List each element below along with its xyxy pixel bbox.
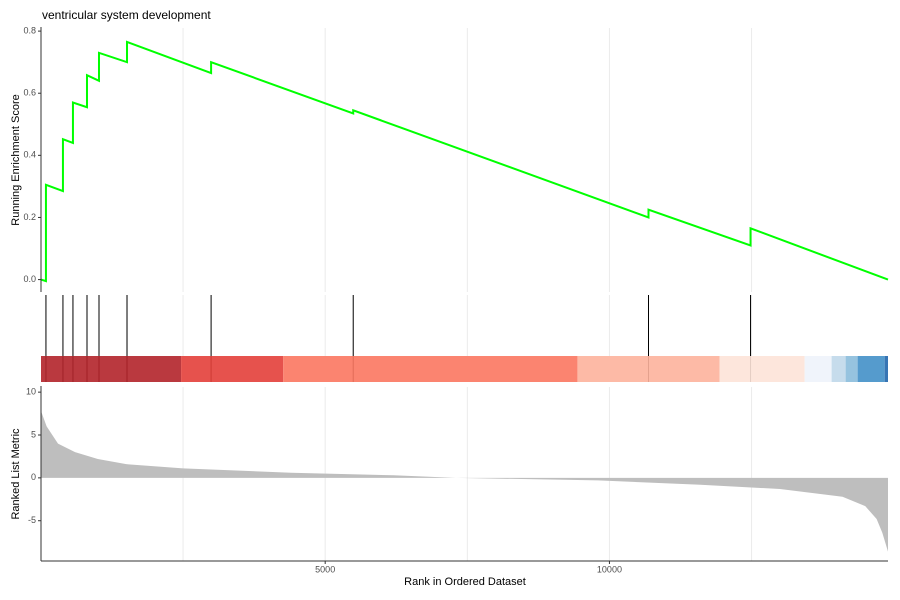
x-tick-label: 5000 xyxy=(315,564,335,574)
color-bin xyxy=(283,356,578,382)
y-tick-label: 0.2 xyxy=(23,212,36,222)
x-axis-label: Rank in Ordered Dataset xyxy=(404,576,526,588)
color-bin xyxy=(884,356,888,382)
color-bin xyxy=(831,356,846,382)
color-bin xyxy=(719,356,805,382)
y-tick-label: 0 xyxy=(31,472,36,482)
y-tick-label: -5 xyxy=(28,515,36,525)
metric-area xyxy=(41,411,888,552)
color-bin xyxy=(181,356,284,382)
y-tick-label: 0.0 xyxy=(23,274,36,284)
y-axis-label: Running Enrichment Score xyxy=(10,94,22,225)
y-tick-label: 5 xyxy=(31,429,36,439)
color-bin xyxy=(804,356,832,382)
y-tick-label: 0.8 xyxy=(23,25,36,35)
y-tick-label: 0.6 xyxy=(23,88,36,98)
color-bin xyxy=(41,356,182,382)
color-bin xyxy=(845,356,858,382)
color-bin xyxy=(577,356,720,382)
color-bin xyxy=(857,356,885,382)
chart-title: ventricular system development xyxy=(42,8,211,22)
y-axis-label: Ranked List Metric xyxy=(10,428,22,520)
es-line xyxy=(40,40,889,283)
x-tick-label: 10000 xyxy=(597,564,622,574)
y-tick-label: 0.4 xyxy=(23,150,36,160)
y-tick-label: 10 xyxy=(26,387,36,397)
